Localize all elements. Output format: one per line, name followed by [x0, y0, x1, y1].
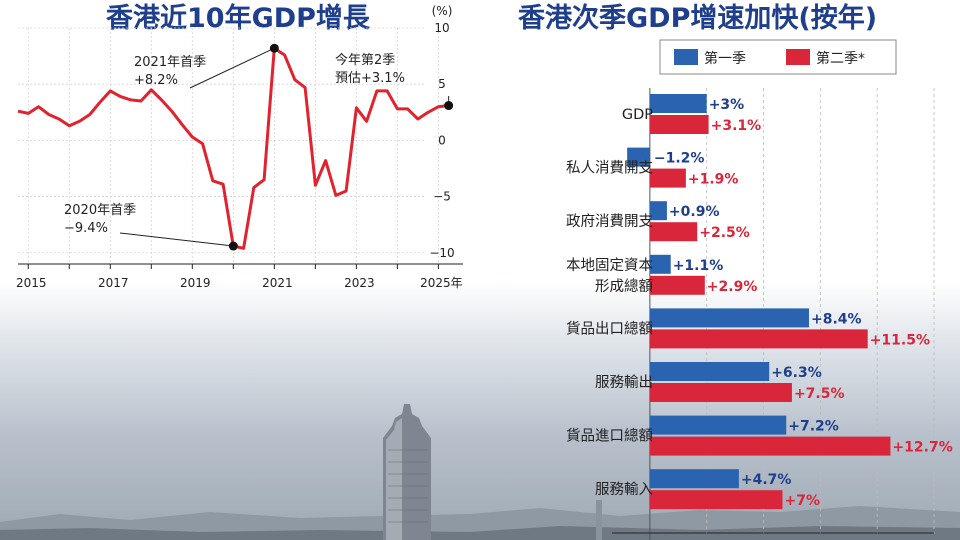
bar-q1 [649, 308, 809, 328]
bar-chart-bars: +3% +3.1% −1.2% +1.9% +0.9% +2.5% +1.1% +2.9% +8… [627, 94, 953, 510]
legend-label: 第二季* [816, 50, 865, 67]
annotation-label: 今年第2季 [335, 52, 395, 68]
legend-swatch [674, 49, 698, 65]
bar-value-label: +2.9% [707, 279, 758, 295]
bar-q2 [649, 115, 709, 134]
bar-value-label: +11.5% [870, 332, 930, 348]
bar-q1 [649, 201, 667, 221]
bar-value-label: +1.9% [688, 172, 739, 188]
bar-value-label: +3.1% [711, 118, 762, 134]
bar-value-label: +0.9% [669, 204, 720, 220]
category-label: 政府消費開支 [566, 213, 653, 230]
category-label: 貨品進口總額 [566, 427, 653, 445]
x-tick-label: 2021 [262, 276, 293, 290]
bar-q1 [649, 254, 671, 274]
category-label: 服務輸出 [595, 374, 653, 391]
bar-q2 [649, 222, 698, 242]
bar-q1 [627, 147, 650, 167]
annotation-label: 2021年首季 [134, 55, 206, 70]
bar-value-label: +4.7% [741, 472, 792, 488]
category-label: 貨品出口總額 [566, 319, 653, 337]
bar-q2 [649, 436, 891, 456]
bar-value-label: +3% [709, 97, 745, 113]
bar-chart-legend: 第一季 第二季* [659, 39, 897, 75]
legend-box [659, 39, 897, 75]
line-chart-x-ticks: 2015 2017 2019 2021 2023 2025年 [16, 264, 463, 290]
bar-chart-categories: GDP 私人消費開支政府消費開支本地固定資本形成總額貨品出口總額服務輸出貨品進口總… [566, 107, 653, 498]
annotation-label: 2020年首季 [64, 203, 136, 218]
bar-q2 [649, 168, 686, 188]
annotation-point [228, 241, 238, 251]
bar-value-label: +6.3% [771, 365, 822, 381]
x-tick-label: 2017 [98, 276, 129, 290]
bar-q2 [649, 275, 705, 295]
bar-value-label: −1.2% [654, 151, 705, 167]
x-tick-label: 2019 [180, 276, 211, 290]
bar-value-label: +8.4% [811, 311, 862, 327]
y-tick-label: 10 [434, 21, 449, 35]
category-label: 本地固定資本 [566, 257, 653, 274]
bar-value-label: +7% [784, 493, 820, 509]
y-tick-label: 0 [438, 133, 446, 147]
bar-q2 [649, 383, 792, 402]
right-chart-title: 香港次季GDP增速加快(按年) [518, 3, 878, 34]
bar-value-label: +7.2% [788, 419, 839, 435]
y-tick-label: −10 [429, 246, 454, 260]
category-label: GDP [622, 107, 653, 123]
annotation-point [269, 43, 279, 53]
bar-value-label: +12.7% [892, 440, 952, 456]
bar-q1 [649, 362, 770, 381]
line-chart-y-ticks: 10 5 0 −5 −10 [429, 21, 454, 260]
x-tick-label: 2015 [16, 276, 47, 290]
left-chart-title: 香港近10年GDP增長 [106, 3, 370, 34]
bar-q1 [649, 415, 787, 435]
x-tick-label: 2023 [344, 276, 375, 290]
bar-value-label: +1.1% [673, 258, 724, 274]
bar-q2 [649, 329, 868, 349]
category-label: 服務輸入 [595, 481, 653, 498]
city-skyline-illustration [0, 404, 960, 540]
annotation-leader-line [189, 47, 275, 89]
annotation-label: −9.4% [64, 221, 108, 236]
legend-label: 第一季 [704, 50, 746, 67]
bar-q2 [649, 490, 783, 510]
x-tick-label: 2025年 [420, 276, 463, 290]
annotation-label: +8.2% [134, 73, 178, 88]
bar-value-label: +7.5% [794, 386, 845, 402]
annotation-label: 預估+3.1% [335, 71, 405, 86]
legend-swatch [786, 49, 810, 65]
category-label: 私人消費開支 [566, 160, 653, 177]
line-chart-y-unit: (%) [432, 4, 453, 18]
annotation-leader-line [119, 232, 234, 247]
gdp-components-bar-chart: 第一季 第二季* +3% +3.1% −1.2% +1.9% +0.9% +2.5% +1.1… [566, 39, 953, 540]
bar-q1 [649, 94, 707, 113]
line-chart-gridlines [18, 27, 439, 264]
bar-value-label: +2.5% [699, 225, 750, 241]
bar-q1 [649, 469, 739, 489]
y-tick-label: −5 [433, 190, 451, 204]
annotation-point [444, 101, 454, 111]
y-tick-label: 5 [438, 77, 446, 91]
category-label: 形成總額 [595, 277, 653, 295]
